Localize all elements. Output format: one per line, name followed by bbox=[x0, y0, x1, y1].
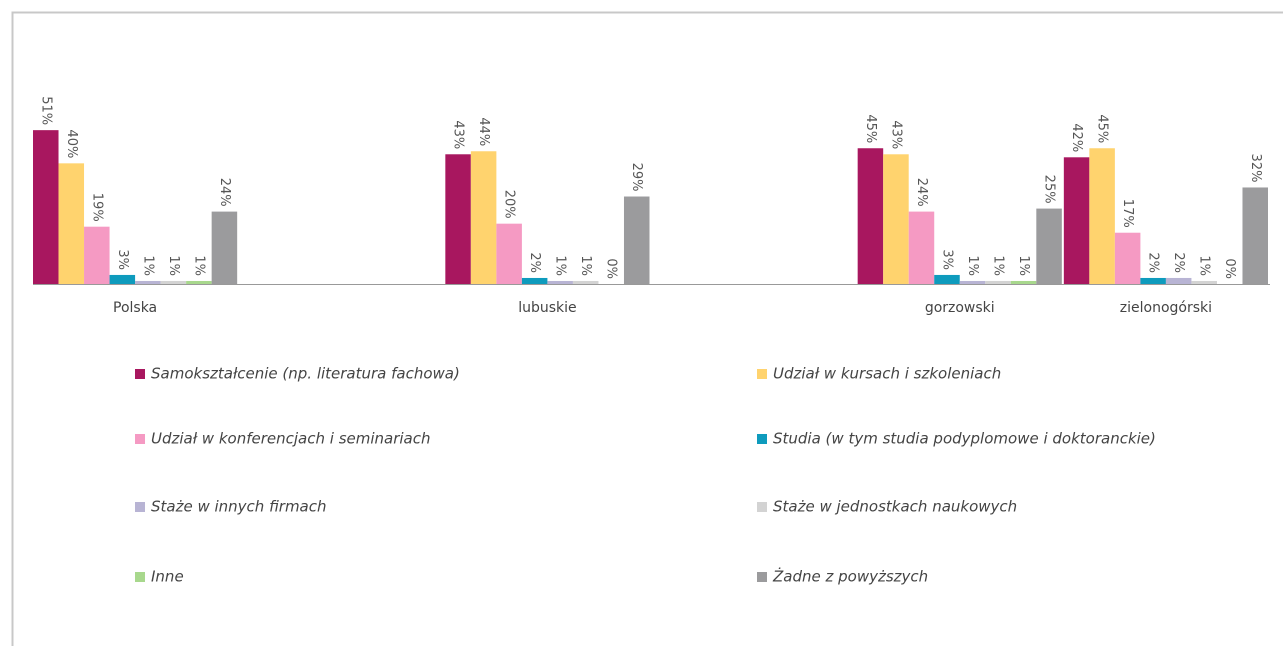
value-label: 1% bbox=[991, 255, 1006, 276]
legend-swatch bbox=[135, 572, 145, 582]
value-label: 24% bbox=[914, 178, 929, 207]
value-label: 40% bbox=[64, 129, 79, 158]
bar bbox=[934, 274, 960, 284]
bar bbox=[496, 223, 522, 284]
x-tick-label: zielonogórski bbox=[1120, 300, 1212, 316]
bar bbox=[211, 211, 238, 284]
value-label: 17% bbox=[1120, 199, 1135, 228]
value-label: 43% bbox=[888, 120, 903, 149]
legend-swatch bbox=[135, 434, 145, 444]
value-label: 1% bbox=[553, 255, 568, 276]
bar bbox=[109, 274, 136, 284]
bar bbox=[1089, 148, 1115, 284]
bar bbox=[521, 277, 548, 284]
legend-swatch bbox=[757, 502, 767, 512]
value-label: 42% bbox=[1069, 123, 1084, 152]
legend-label: Staże w innych firmach bbox=[151, 498, 327, 516]
bar bbox=[1165, 277, 1192, 284]
value-label: 2% bbox=[527, 252, 542, 273]
value-label: 2% bbox=[1146, 252, 1161, 273]
value-label: 19% bbox=[89, 193, 104, 222]
legend-label: Udział w kursach i szkoleniach bbox=[773, 365, 1001, 383]
value-label: 24% bbox=[217, 178, 232, 207]
value-label: 2% bbox=[1171, 252, 1186, 273]
legend-swatch bbox=[135, 502, 145, 512]
value-label: 1% bbox=[1197, 255, 1212, 276]
value-label: 1% bbox=[965, 255, 980, 276]
bar bbox=[1063, 157, 1090, 284]
bar bbox=[959, 280, 986, 284]
legend-label: Udział w konferencjach i seminariach bbox=[151, 430, 431, 448]
legend-label: Studia (w tym studia podyplomowe i dokto… bbox=[773, 430, 1156, 448]
bar bbox=[908, 211, 935, 284]
x-tick-label: lubuskie bbox=[518, 300, 576, 316]
legend-swatch bbox=[757, 369, 767, 379]
bar bbox=[135, 280, 161, 284]
bar bbox=[1191, 280, 1217, 284]
value-label: 1% bbox=[140, 255, 155, 276]
value-label: 1% bbox=[1016, 255, 1031, 276]
bar bbox=[470, 151, 497, 284]
value-label: 43% bbox=[451, 120, 466, 149]
value-label: 51% bbox=[38, 96, 53, 125]
bar bbox=[1010, 280, 1037, 284]
value-label: 29% bbox=[629, 163, 644, 192]
x-tick-label: gorzowski bbox=[925, 300, 995, 316]
bar bbox=[572, 280, 599, 284]
bar bbox=[58, 163, 85, 284]
bar bbox=[883, 154, 909, 284]
value-label: 1% bbox=[166, 255, 181, 276]
bar bbox=[160, 280, 187, 284]
value-label: 25% bbox=[1042, 175, 1057, 204]
frame bbox=[11, 11, 1283, 646]
bar bbox=[1114, 232, 1141, 284]
legend-label: Żadne z powyższych bbox=[772, 567, 928, 586]
value-label: 0% bbox=[1222, 258, 1237, 279]
value-label: 1% bbox=[191, 255, 206, 276]
value-label: 3% bbox=[939, 249, 954, 270]
value-label: 45% bbox=[1095, 114, 1110, 143]
legend-label: Samokształcenie (np. literatura fachowa) bbox=[151, 365, 460, 383]
bar bbox=[1242, 187, 1268, 284]
bar bbox=[33, 130, 59, 284]
legend-label: Inne bbox=[151, 568, 184, 586]
value-label: 44% bbox=[476, 117, 491, 146]
value-label: 0% bbox=[604, 258, 619, 279]
value-label: 20% bbox=[502, 190, 517, 219]
bar bbox=[623, 196, 650, 284]
value-label: 1% bbox=[578, 255, 593, 276]
legend-swatch bbox=[135, 369, 145, 379]
legend-swatch bbox=[757, 434, 767, 444]
legend-label: Staże w jednostkach naukowych bbox=[773, 498, 1017, 516]
value-label: 32% bbox=[1248, 154, 1263, 183]
x-tick-label: Polska bbox=[113, 300, 157, 316]
bar bbox=[186, 280, 212, 284]
bar bbox=[1036, 208, 1062, 284]
bar bbox=[985, 280, 1011, 284]
bar bbox=[84, 226, 110, 284]
value-label: 3% bbox=[115, 249, 130, 270]
bar bbox=[1140, 277, 1166, 284]
bar bbox=[547, 280, 573, 284]
bar bbox=[857, 148, 884, 284]
value-label: 45% bbox=[863, 114, 878, 143]
legend-swatch bbox=[757, 572, 767, 582]
bar bbox=[445, 154, 471, 284]
